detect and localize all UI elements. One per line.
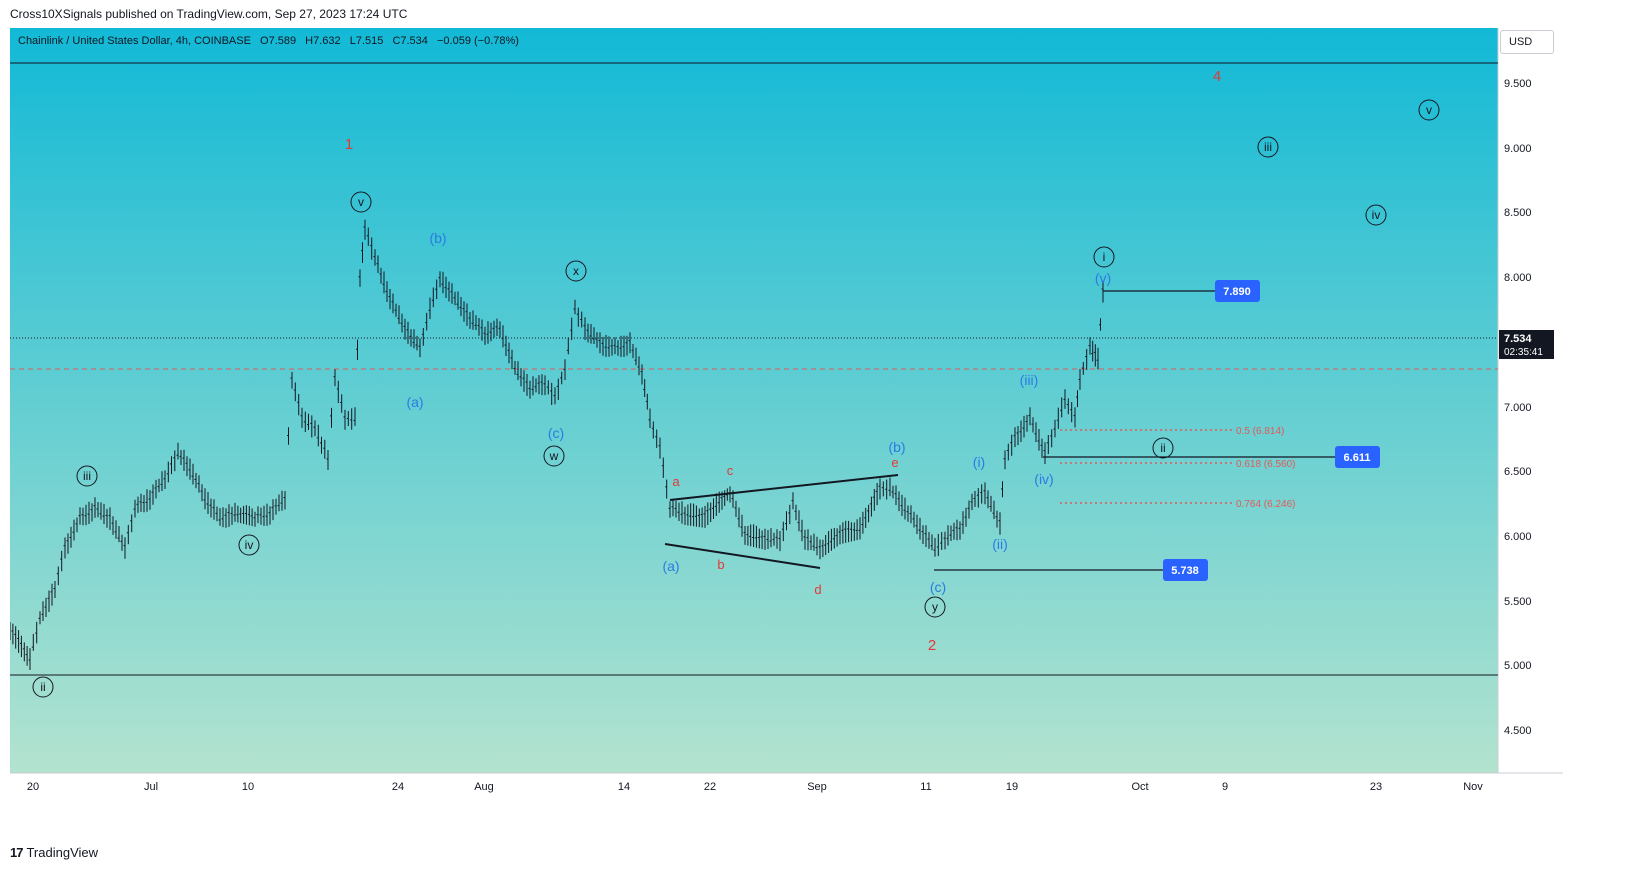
circle-label-w: w [549,449,559,463]
blue-label-ii: (ii) [992,536,1008,552]
ohlc-high: H7.632 [305,35,341,47]
circle-label-y: y [932,600,938,614]
current-price-badge [1499,330,1554,359]
blue-label-c2: (c) [930,579,946,595]
blue-label-c1: (c) [548,425,564,441]
price-tick: 9.500 [1504,78,1532,90]
blue-wave-labels: (a) (b) (c) (a) (b) (c) (i) (ii) (iii) (… [406,230,1111,595]
publisher-bar: Cross10XSignals published on TradingView… [0,0,1634,28]
ohlc-low: L7.515 [349,35,384,47]
circle-label-x: x [573,264,579,278]
wave-1-label: 1 [345,136,353,153]
circle-label-ii-a: ii [40,680,45,694]
red-label-e: e [891,455,898,470]
time-tick: 19 [1006,781,1018,793]
tradingview-logo[interactable]: 17 TradingView [10,845,98,860]
price-tag-7890 [1215,280,1260,302]
tradingview-mark-icon: 17 [10,845,24,860]
price-tick: 8.500 [1504,207,1532,219]
tradingview-brand: TradingView [26,845,99,860]
chart-area[interactable]: 0.5 (6.814) 0.618 (6.560) 0.764 (6.246) … [10,28,1563,808]
blue-label-b1: (b) [429,230,446,246]
blue-label-iii: (iii) [1020,372,1039,388]
price-tick: 8.000 [1504,272,1532,284]
time-tick: 23 [1370,781,1382,793]
plot-background [10,28,1498,773]
red-label-a: a [672,474,680,489]
circle-label-iii-a: iii [83,469,91,483]
circle-label-i-b: i [1103,250,1106,264]
wave-4-label: 4 [1213,68,1221,85]
time-tick: Nov [1463,781,1483,793]
blue-label-b2: (b) [888,439,905,455]
circle-label-ii-b: ii [1160,441,1165,455]
triangle-lower-line [664,543,821,569]
time-tick: 11 [920,781,931,793]
circle-label-iv-b: iv [1372,208,1381,222]
price-tick: 6.500 [1504,466,1532,478]
fib-label-0.5: 0.5 (6.814) [1236,426,1284,437]
currency-button[interactable]: USD [1500,30,1554,54]
time-tick: Jul [144,781,158,793]
price-tag-7890-text: 7.890 [1223,286,1251,298]
price-tick: 9.000 [1504,143,1532,155]
circled-labels: ii iii iv v x w y i ii iii iv v [32,99,1440,698]
blue-label-a1: (a) [406,394,423,410]
price-tick: 4.500 [1504,725,1532,737]
price-tick: 6.000 [1504,531,1532,543]
time-axis-bg [10,773,1563,808]
time-tick: 20 [27,781,39,793]
price-axis-ticks: 9.500 9.000 8.500 8.000 7.000 6.500 6.00… [1504,78,1532,737]
time-tick: Aug [474,781,494,793]
fib-label-0.618: 0.618 (6.560) [1236,459,1296,470]
price-candles [10,219,1104,670]
fib-label-0.764: 0.764 (6.246) [1236,499,1296,510]
symbol-name: Chainlink / United States Dollar, 4h, CO… [18,35,251,47]
price-tick: 5.000 [1504,660,1532,672]
price-axis-bg [1498,28,1563,773]
circle-label-iii-b: iii [1264,140,1272,154]
ohlc-open: O7.589 [260,35,297,47]
time-tick: 24 [392,781,404,793]
time-tick: 22 [704,781,716,793]
ohlc-close: C7.534 [392,35,428,47]
current-price-value: 7.534 [1504,333,1532,345]
time-tick: 14 [618,781,630,793]
footer-bar: 17 TradingView [0,838,1634,869]
price-tag-5738-text: 5.738 [1171,565,1199,577]
red-label-b: b [717,557,724,572]
red-label-c: c [727,463,734,478]
time-tick: 9 [1222,781,1228,793]
publisher-text: Cross10XSignals published on TradingView… [10,7,408,21]
red-label-d: d [814,582,821,597]
price-tick: 5.500 [1504,596,1532,608]
time-tick: Sep [807,781,827,793]
triangle-upper-line [669,474,899,501]
wave-2-label: 2 [928,637,936,654]
time-tick: 10 [242,781,254,793]
time-tick: Oct [1131,781,1148,793]
countdown-value: 02:35:41 [1504,347,1543,358]
red-minor-labels: a b c d e [672,455,898,597]
circle-label-v-a: v [358,195,364,209]
circle-label-v-b: v [1426,103,1432,117]
price-tick: 7.000 [1504,402,1532,414]
blue-label-iv: (iv) [1034,471,1053,487]
time-axis-ticks: 20 Jul 10 24 Aug 14 22 Sep 11 19 Oct 9 2… [27,781,1483,793]
circle-label-iv-a: iv [245,538,254,552]
price-tag-5738 [1163,559,1208,581]
blue-label-a2: (a) [662,558,679,574]
price-tag-6611-text: 6.611 [1344,452,1371,464]
blue-label-v: (v) [1095,270,1111,286]
symbol-legend: Chainlink / United States Dollar, 4h, CO… [18,35,525,47]
ohlc-change: −0.059 (−0.78%) [436,35,519,47]
price-tag-6611 [1335,446,1380,468]
chart-canvas[interactable]: 0.5 (6.814) 0.618 (6.560) 0.764 (6.246) … [10,28,1563,808]
blue-label-i: (i) [973,454,985,470]
